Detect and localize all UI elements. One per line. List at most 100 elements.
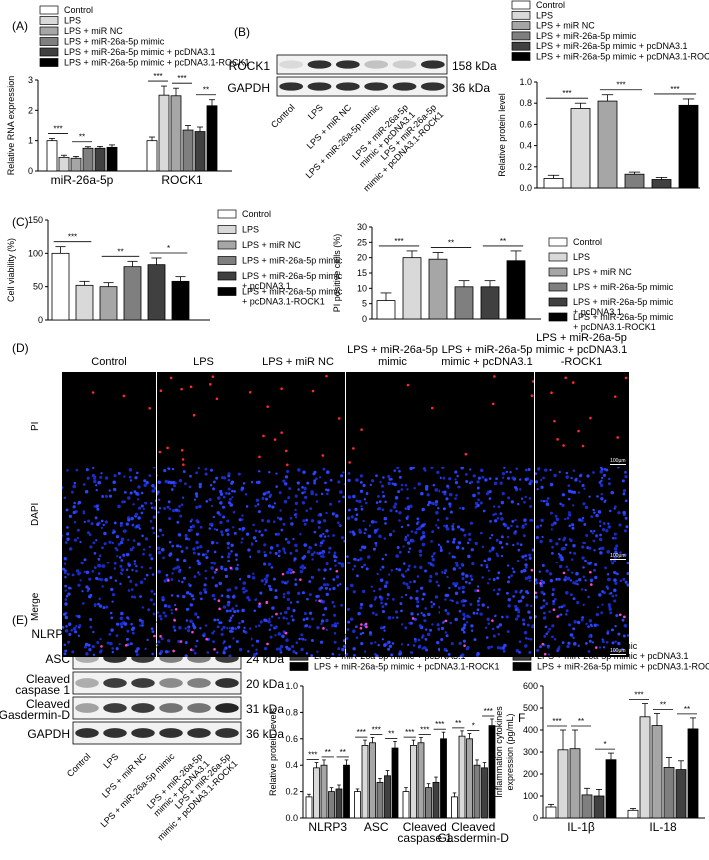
dapi-nucleus	[213, 570, 217, 574]
dapi-nucleus	[226, 588, 230, 592]
dapi-nucleus	[506, 564, 510, 567]
dapi-nucleus	[261, 518, 265, 523]
dapi-nucleus	[626, 562, 629, 565]
y-tick-label-C2: 25	[357, 237, 367, 247]
dapi-nucleus	[286, 540, 291, 545]
dapi-nucleus	[227, 472, 231, 476]
dapi-nucleus	[258, 530, 261, 533]
dapi-nucleus	[461, 585, 465, 590]
dapi-nucleus	[616, 511, 621, 515]
dapi-nucleus	[418, 624, 422, 628]
dapi-nucleus	[357, 499, 362, 504]
dapi-nucleus	[403, 507, 407, 510]
dapi-nucleus	[407, 564, 411, 568]
dapi-nucleus	[478, 597, 481, 600]
dapi-nucleus	[472, 611, 476, 615]
dapi-nucleus	[161, 533, 164, 537]
dapi-nucleus	[319, 640, 324, 644]
dapi-nucleus	[373, 541, 377, 545]
dapi-nucleus	[284, 482, 288, 486]
dapi-nucleus	[174, 508, 178, 512]
dapi-nucleus	[476, 585, 480, 588]
dapi-nucleus	[332, 534, 335, 537]
dapi-nucleus	[175, 544, 179, 548]
dapi-nucleus	[158, 507, 161, 510]
dapi-nucleus	[398, 475, 402, 479]
dapi-nucleus	[382, 626, 385, 629]
dapi-nucleus	[426, 493, 430, 497]
bar-C2	[454, 286, 474, 320]
dapi-nucleus	[462, 617, 466, 621]
micrograph-pi: 100μm	[534, 372, 629, 467]
dapi-nucleus	[68, 547, 73, 551]
micrograph-dots	[534, 467, 628, 562]
dapi-nucleus	[557, 538, 561, 541]
dapi-nucleus	[452, 540, 456, 544]
dapi-nucleus	[571, 627, 575, 631]
dapi-nucleus	[316, 625, 320, 630]
dapi-nucleus	[128, 475, 132, 479]
legend-label-A: LPS + miR NC	[64, 26, 123, 36]
dapi-nucleus	[602, 522, 606, 525]
dapi-nucleus	[468, 532, 472, 536]
sig-label-B: ***	[670, 85, 679, 94]
dapi-nucleus	[331, 623, 335, 628]
dapi-nucleus	[193, 612, 197, 616]
dapi-nucleus	[103, 531, 107, 536]
dapi-nucleus	[572, 469, 575, 472]
bar-F	[557, 749, 569, 819]
dapi-nucleus	[151, 526, 155, 530]
dapi-nucleus	[104, 578, 108, 582]
dapi-nucleus	[177, 533, 181, 537]
dapi-nucleus	[525, 590, 529, 594]
dapi-nucleus	[335, 514, 339, 518]
dapi-nucleus	[609, 559, 613, 562]
dapi-nucleus	[221, 625, 226, 630]
dapi-nucleus	[514, 608, 518, 612]
dapi-nucleus	[237, 527, 241, 531]
dapi-nucleus	[170, 572, 174, 575]
dapi-nucleus	[270, 566, 274, 569]
dapi-nucleus	[588, 562, 591, 565]
dapi-nucleus	[379, 598, 383, 602]
dapi-nucleus	[613, 550, 618, 555]
dapi-nucleus	[159, 617, 163, 621]
dapi-nucleus	[64, 602, 68, 606]
dapi-nucleus	[64, 569, 67, 572]
dapi-nucleus	[315, 500, 319, 503]
dapi-nucleus	[581, 502, 586, 506]
dapi-nucleus	[388, 533, 392, 537]
dapi-nucleus	[209, 468, 213, 472]
micrograph-dapi: 100μm	[534, 467, 629, 562]
dapi-nucleus	[484, 626, 488, 630]
dapi-nucleus	[383, 516, 387, 521]
dapi-nucleus	[355, 499, 358, 503]
dapi-nucleus	[381, 638, 384, 641]
dapi-nucleus	[240, 514, 244, 517]
blot-strip-E	[72, 696, 242, 720]
dapi-nucleus	[497, 505, 501, 509]
bar-B	[597, 100, 618, 189]
legend-label-C1: LPS + miR-26a-5p mimic + pcDNA3.1	[242, 271, 343, 291]
dapi-nucleus	[184, 654, 188, 657]
dapi-nucleus	[117, 504, 121, 509]
dapi-nucleus	[384, 553, 387, 557]
micrograph-dots	[534, 562, 629, 656]
dapi-nucleus	[189, 520, 192, 523]
dapi-nucleus	[170, 488, 174, 491]
dapi-nucleus	[461, 507, 465, 510]
dapi-nucleus	[524, 468, 528, 472]
dapi-nucleus	[604, 529, 608, 533]
dapi-nucleus	[204, 576, 207, 580]
dapi-nucleus	[120, 625, 124, 629]
dapi-nucleus	[233, 531, 237, 535]
y-tick-label-A: 0	[28, 166, 33, 176]
bar-C1	[51, 252, 70, 321]
dapi-nucleus	[544, 602, 548, 606]
dapi-nucleus	[462, 630, 466, 634]
dapi-nucleus	[305, 652, 309, 655]
dapi-nucleus	[223, 646, 228, 650]
dapi-nucleus	[149, 519, 153, 523]
dapi-nucleus	[583, 579, 587, 582]
dapi-nucleus	[528, 497, 532, 500]
